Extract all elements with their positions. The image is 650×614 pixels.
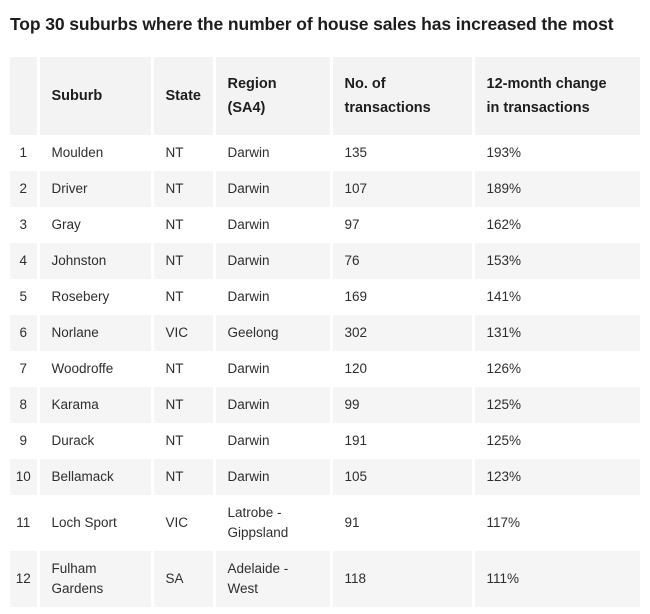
table-row-5: 5 Rosebery NT Darwin 169 141%: [10, 279, 640, 315]
cell-rank: 10: [10, 459, 38, 495]
cell-rank: 5: [10, 279, 38, 315]
cell-suburb: Bellamack: [36, 459, 152, 495]
cell-region: Adelaide - West: [212, 551, 331, 607]
cell-transactions: 118: [329, 551, 473, 607]
cell-state: NT: [150, 135, 214, 171]
cell-region: Darwin: [212, 171, 331, 207]
table-row-2: 2 Driver NT Darwin 107 189%: [10, 171, 640, 207]
cell-suburb: Karama: [36, 387, 152, 423]
column-header-rank: [10, 57, 38, 135]
cell-transactions: 105: [329, 459, 473, 495]
column-header-change: 12-month change in transactions: [471, 57, 640, 135]
table-row-12: 12 Fulham Gardens SA Adelaide - West 118 111%: [10, 551, 640, 607]
cell-state: SA: [150, 551, 214, 607]
cell-suburb: Norlane: [36, 315, 152, 351]
cell-transactions: 76: [329, 243, 473, 279]
cell-transactions: 191: [329, 423, 473, 459]
cell-state: NT: [150, 207, 214, 243]
cell-change: 153%: [471, 243, 640, 279]
cell-change: 125%: [471, 423, 640, 459]
cell-region: Latrobe - Gippsland: [212, 495, 331, 551]
cell-transactions: 169: [329, 279, 473, 315]
table-row-7: 7 Woodroffe NT Darwin 120 126%: [10, 351, 640, 387]
cell-change: 126%: [471, 351, 640, 387]
cell-rank: 7: [10, 351, 38, 387]
cell-suburb: Woodroffe: [36, 351, 152, 387]
page-title: Top 30 suburbs where the number of house…: [10, 14, 614, 34]
cell-rank: 2: [10, 171, 38, 207]
cell-state: NT: [150, 171, 214, 207]
table-header: Suburb State Region (SA4) No. of transactio…: [10, 57, 640, 135]
cell-region: Darwin: [212, 279, 331, 315]
table-body: 1 Moulden NT Darwin 135 193% 2 Driver NT Darwin 10…: [10, 135, 640, 607]
cell-state: NT: [150, 387, 214, 423]
table-row-9: 9 Durack NT Darwin 191 125%: [10, 423, 640, 459]
cell-suburb: Fulham Gardens: [36, 551, 152, 607]
cell-region: Darwin: [212, 135, 331, 171]
cell-rank: 1: [10, 135, 38, 171]
cell-change: 162%: [471, 207, 640, 243]
cell-rank: 6: [10, 315, 38, 351]
cell-suburb: Gray: [36, 207, 152, 243]
cell-rank: 12: [10, 551, 38, 607]
cell-region: Darwin: [212, 459, 331, 495]
column-header-region: Region (SA4): [212, 57, 331, 135]
cell-rank: 4: [10, 243, 38, 279]
table-row-3: 3 Gray NT Darwin 97 162%: [10, 207, 640, 243]
table-row-4: 4 Johnston NT Darwin 76 153%: [10, 243, 640, 279]
table-row-6: 6 Norlane VIC Geelong 302 131%: [10, 315, 640, 351]
cell-transactions: 97: [329, 207, 473, 243]
cell-state: NT: [150, 279, 214, 315]
table-row-10: 10 Bellamack NT Darwin 105 123%: [10, 459, 640, 495]
cell-region: Geelong: [212, 315, 331, 351]
cell-suburb: Driver: [36, 171, 152, 207]
cell-suburb: Moulden: [36, 135, 152, 171]
cell-change: 141%: [471, 279, 640, 315]
cell-state: NT: [150, 243, 214, 279]
cell-change: 125%: [471, 387, 640, 423]
top-suburbs-table: Suburb State Region (SA4) No. of transactio…: [10, 57, 640, 607]
cell-region: Darwin: [212, 387, 331, 423]
cell-transactions: 91: [329, 495, 473, 551]
cell-change: 131%: [471, 315, 640, 351]
cell-rank: 11: [10, 495, 38, 551]
cell-suburb: Durack: [36, 423, 152, 459]
table-row-1: 1 Moulden NT Darwin 135 193%: [10, 135, 640, 171]
column-header-suburb: Suburb: [36, 57, 152, 135]
table-row-8: 8 Karama NT Darwin 99 125%: [10, 387, 640, 423]
column-header-transactions: No. of transactions: [329, 57, 473, 135]
table-header-row: Suburb State Region (SA4) No. of transactio…: [10, 57, 640, 135]
cell-rank: 3: [10, 207, 38, 243]
column-header-state: State: [150, 57, 214, 135]
cell-transactions: 302: [329, 315, 473, 351]
cell-transactions: 107: [329, 171, 473, 207]
cell-transactions: 135: [329, 135, 473, 171]
cell-state: NT: [150, 423, 214, 459]
cell-change: 189%: [471, 171, 640, 207]
cell-change: 117%: [471, 495, 640, 551]
cell-suburb: Johnston: [36, 243, 152, 279]
cell-region: Darwin: [212, 207, 331, 243]
cell-state: VIC: [150, 315, 214, 351]
cell-transactions: 99: [329, 387, 473, 423]
cell-suburb: Loch Sport: [36, 495, 152, 551]
cell-state: NT: [150, 459, 214, 495]
cell-state: NT: [150, 351, 214, 387]
cell-transactions: 120: [329, 351, 473, 387]
cell-state: VIC: [150, 495, 214, 551]
cell-region: Darwin: [212, 351, 331, 387]
table-row-11: 11 Loch Sport VIC Latrobe - Gippsland 91 117%: [10, 495, 640, 551]
cell-change: 193%: [471, 135, 640, 171]
cell-suburb: Rosebery: [36, 279, 152, 315]
cell-change: 111%: [471, 551, 640, 607]
cell-region: Darwin: [212, 423, 331, 459]
cell-change: 123%: [471, 459, 640, 495]
cell-rank: 9: [10, 423, 38, 459]
cell-region: Darwin: [212, 243, 331, 279]
cell-rank: 8: [10, 387, 38, 423]
